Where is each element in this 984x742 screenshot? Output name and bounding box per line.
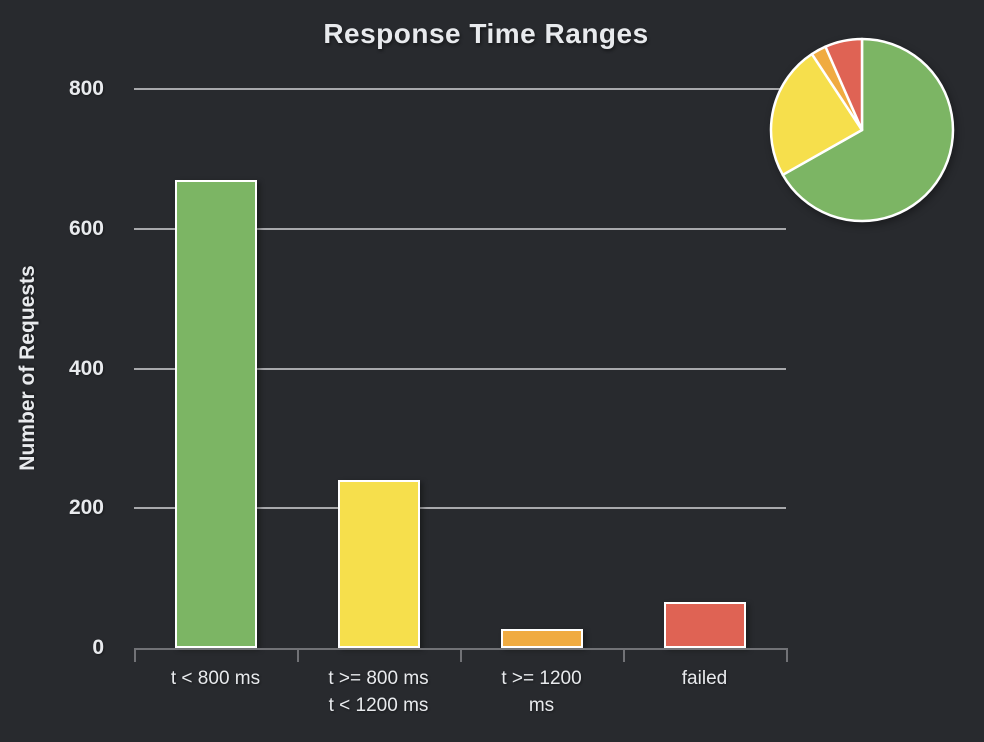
y-tick-label: 400 [68,356,104,380]
x-axis-tick [786,648,788,662]
x-axis-tick [134,648,136,662]
x-category-label: t >= 800 ms t < 1200 ms [328,668,429,716]
bar-3 [663,602,746,648]
x-category-label: t >= 1200 ms [501,668,582,716]
pie-slice-3 [824,37,864,132]
x-axis-tick [623,648,625,662]
y-tick-label: 200 [68,496,104,520]
y-tick-label: 0 [92,636,104,659]
gridline-400 [134,367,786,370]
y-tick-label: 600 [68,216,104,240]
bar-1 [337,480,420,648]
chart-title: Response Time Ranges [323,18,649,49]
x-axis-tick [297,648,299,662]
x-axis-tick [460,648,462,662]
pie-slice-0 [781,37,955,223]
pie-chart [769,37,955,223]
gridline-200 [134,507,786,510]
x-category-label: t < 800 ms [170,668,261,689]
pie-slice-1 [769,52,864,177]
bar-2 [500,629,583,648]
gridline-600 [134,227,786,230]
bar-0 [174,180,257,648]
x-category-label: failed [681,668,728,689]
y-tick-label: 800 [68,77,104,100]
gridline-800 [134,88,786,90]
